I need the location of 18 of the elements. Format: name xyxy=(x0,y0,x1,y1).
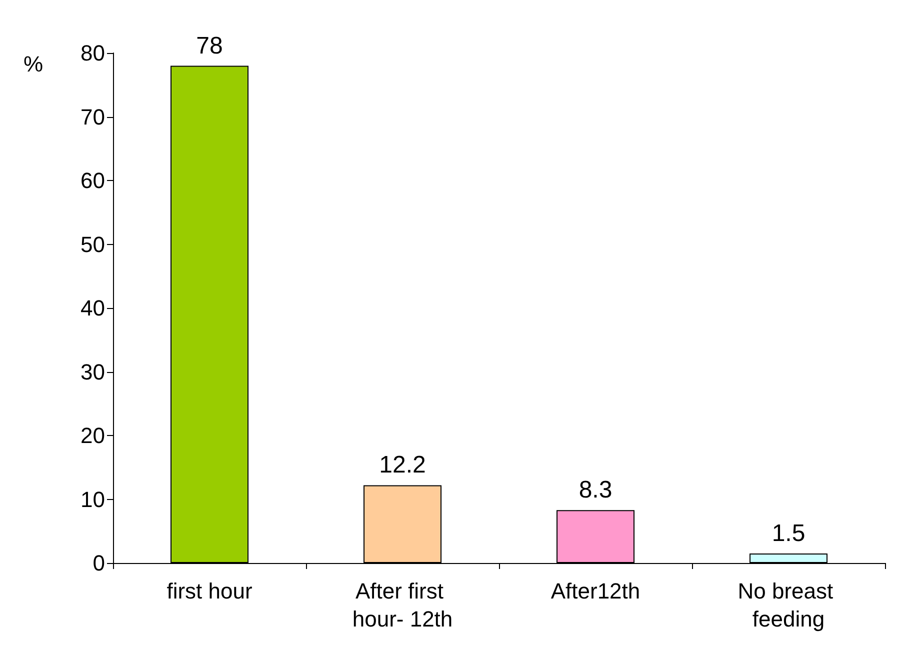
x-tick-label: After12th xyxy=(550,578,640,604)
data-label: 1.5 xyxy=(772,520,806,547)
y-tick-label: 10 xyxy=(80,486,105,512)
y-tick-label: 0 xyxy=(92,550,105,576)
y-tick-label: 70 xyxy=(80,104,105,130)
y-tick-label: 30 xyxy=(80,359,105,384)
data-label: 12.2 xyxy=(379,452,426,479)
y-tick-label: 20 xyxy=(80,423,105,448)
y-axis-title: % xyxy=(23,52,43,76)
y-tick-label: 60 xyxy=(80,168,105,193)
y-tick-label: 80 xyxy=(80,40,105,66)
y-tick-label: 40 xyxy=(80,296,105,320)
x-tick-label: No breast feeding xyxy=(738,578,840,632)
x-tick-label: After first hour- 12th xyxy=(352,578,453,632)
data-label: 8.3 xyxy=(578,476,612,504)
data-label: 78 xyxy=(196,32,223,60)
x-tick-label: first hour xyxy=(166,578,252,604)
y-tick-label: 50 xyxy=(80,232,105,257)
